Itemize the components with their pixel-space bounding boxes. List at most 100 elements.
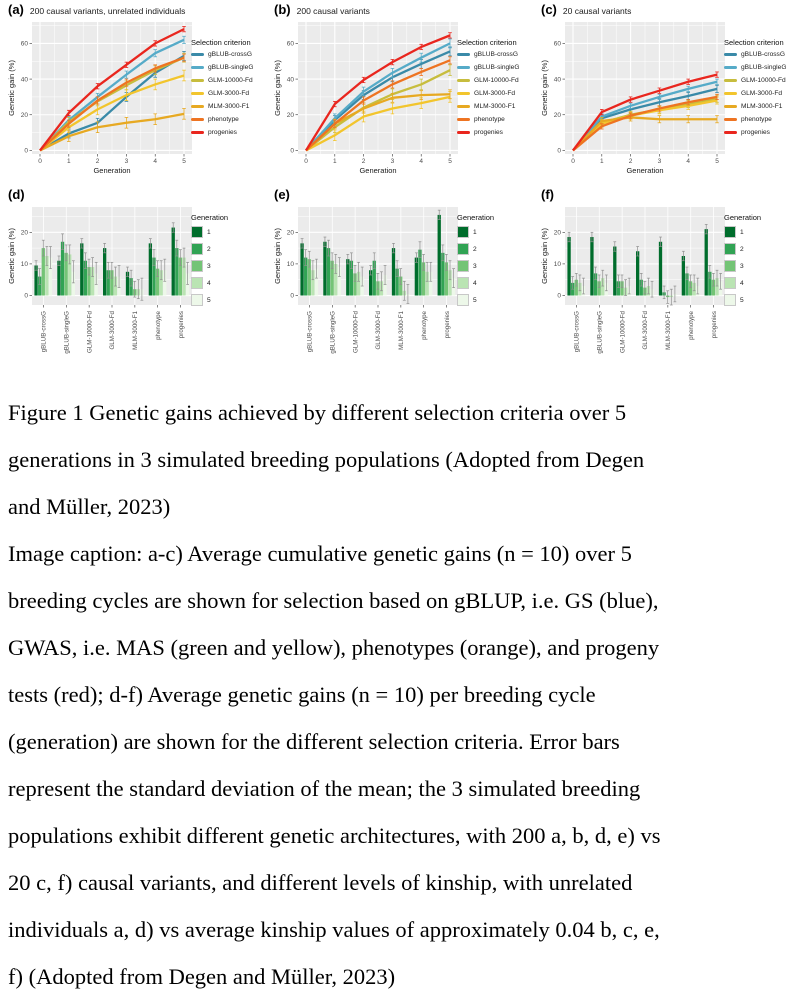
- legend-item-gBLUB-singleG: gBLUB-singleG: [724, 64, 798, 71]
- x-axis-title: Generation: [93, 166, 130, 175]
- bar-gen3: [110, 270, 114, 296]
- bar-gen4: [45, 256, 49, 296]
- panel-c-label: (c): [541, 2, 557, 17]
- bar-gen2: [60, 241, 65, 296]
- line-series-phenotype: [39, 53, 186, 152]
- bar-group-gBLUB-crossG: [34, 239, 53, 296]
- legend-item-GLM-3000-Fd: GLM-3000-Fd: [457, 90, 531, 97]
- legend-label: phenotype: [741, 116, 772, 123]
- legend-item-generation-3: 3: [457, 260, 531, 272]
- selection-criterion-legend-b: Selection criterion gBLUB-crossG gBLUB-si…: [457, 38, 531, 142]
- legend-item-progenies: progenies: [724, 129, 798, 136]
- category-label: phenotype: [155, 310, 162, 339]
- legend-items: gBLUB-crossG gBLUB-singleG GLM-10000-Fd GLM…: [724, 51, 798, 136]
- bar-gen2: [106, 270, 110, 296]
- bar-gen2: [349, 260, 354, 296]
- legend-item-generation-1: 1: [191, 226, 265, 238]
- legend-item-GLM-3000-Fd: GLM-3000-Fd: [724, 90, 798, 97]
- legend-label: gBLUB-crossG: [208, 51, 252, 58]
- bar-gen2: [304, 257, 308, 296]
- bar-gen4: [90, 267, 95, 296]
- line-swatch: [191, 91, 204, 96]
- category-label: progenies: [711, 311, 718, 338]
- bar-group-gBLUB-singleG: [590, 231, 608, 296]
- bar-gen2: [708, 271, 712, 296]
- panel-e: (e) 0 10 20 gBLUB-crossG gBLUB-singleG GLM-10…: [266, 185, 533, 385]
- x-tick-label: 2: [362, 158, 366, 165]
- legend-label: GLM-10000-Fd: [208, 77, 253, 84]
- line-swatch: [191, 65, 204, 70]
- legend-label: 3: [740, 262, 744, 270]
- panel-c: (c) 20 causal variants 0 20 40 60 0 1 2 3 4 5 Gene…: [533, 0, 800, 185]
- category-label: gBLUB-singleG: [596, 311, 603, 354]
- caption-line: represent the standard deviation of the …: [8, 776, 641, 801]
- square-swatch: [191, 277, 203, 289]
- legend-label: 2: [740, 245, 744, 253]
- legend-item-generation-5: 5: [191, 294, 265, 306]
- category-label: gBLUB-crossG: [41, 311, 48, 352]
- bar-group-gBLUB-crossG: [567, 231, 586, 296]
- caption-line: Figure 1 Genetic gains achieved by diffe…: [8, 400, 627, 425]
- bar-gen1: [391, 248, 396, 296]
- generation-legend-e: Generation 1 2 3 4 5: [457, 213, 531, 311]
- figure-caption: Figure 1 Genetic gains achieved by diffe…: [0, 385, 800, 1000]
- panel-d: (d) 0 10 20 gBLUB-crossG gBLUB-singleG GLM-10…: [0, 185, 266, 385]
- x-axis-title: Generation: [359, 166, 396, 175]
- category-label: progenies: [444, 311, 451, 338]
- x-tick-label: 0: [38, 158, 42, 165]
- legend-item-generation-2: 2: [191, 243, 265, 255]
- x-axis-title: Generation: [626, 166, 663, 175]
- legend-item-gBLUB-singleG: gBLUB-singleG: [457, 64, 531, 71]
- caption-line: (generation) are shown for the different…: [8, 729, 620, 754]
- category-label: progenies: [178, 311, 185, 338]
- bar-gen1: [704, 229, 708, 296]
- bar-gen2: [685, 273, 689, 296]
- legend-item-generation-2: 2: [724, 243, 798, 255]
- x-tick-label: 1: [600, 158, 604, 165]
- bar-gen1: [414, 257, 419, 296]
- bar-gen1: [636, 251, 640, 296]
- category-label: gBLUB-crossG: [307, 311, 314, 352]
- caption-line: individuals a, d) vs average kinship val…: [8, 917, 660, 942]
- line-chart-a: 0 20 40 60 0 1 2 3 4 5 Generation Genetic gain (%): [7, 22, 192, 175]
- bar-gen3: [620, 281, 624, 296]
- legend-label: gBLUB-singleG: [474, 64, 520, 71]
- bar-gen1: [681, 256, 686, 296]
- y-axis-title: Genetic gain (%): [273, 60, 282, 116]
- y-tick-label: 20: [554, 229, 562, 236]
- category-label: GLM-3000-Fd: [375, 310, 382, 349]
- bar-gen1: [300, 243, 304, 296]
- line-swatch: [457, 117, 470, 122]
- square-swatch: [457, 260, 469, 272]
- y-tick-label: 20: [287, 112, 295, 119]
- legend-item-generation-4: 4: [191, 277, 265, 289]
- y-axis-title: Genetic gain (%): [540, 228, 549, 284]
- panel-e-header: (e): [266, 185, 533, 201]
- bar-gen1: [658, 241, 663, 296]
- bar-gen4: [425, 271, 429, 296]
- legend-item-GLM-10000-Fd: GLM-10000-Fd: [457, 77, 531, 84]
- x-tick-label: 1: [333, 158, 337, 165]
- legend-title: Generation: [191, 213, 229, 222]
- legend-label: GLM-3000-Fd: [474, 90, 516, 97]
- caption-line: GWAS, i.e. MAS (green and yellow), pheno…: [8, 635, 660, 660]
- line-series-gBLUB-singleG: [305, 38, 452, 152]
- y-axis-title: Genetic gain (%): [540, 60, 549, 116]
- y-axis-title: Genetic gain (%): [273, 228, 282, 284]
- bar-gen1: [125, 271, 130, 296]
- legend-label: GLM-10000-Fd: [741, 77, 786, 84]
- panel-f: (f) 0 10 20 gBLUB-crossG gBLUB-singleG GLM-10…: [533, 185, 800, 385]
- y-tick-label: 20: [554, 112, 562, 119]
- bar-group-gBLUB-crossG: [300, 238, 319, 296]
- bar-gen2: [395, 268, 399, 296]
- panel-d-label: (d): [8, 187, 25, 202]
- square-swatch: [724, 243, 736, 255]
- bar-gen1: [34, 265, 38, 296]
- bar-gen4: [715, 278, 719, 296]
- bar-gen3: [307, 259, 311, 296]
- bar-gen3: [64, 252, 68, 296]
- line-swatch: [724, 117, 737, 122]
- bar-gen3: [87, 267, 91, 296]
- legend-item-GLM-10000-Fd: GLM-10000-Fd: [191, 77, 265, 84]
